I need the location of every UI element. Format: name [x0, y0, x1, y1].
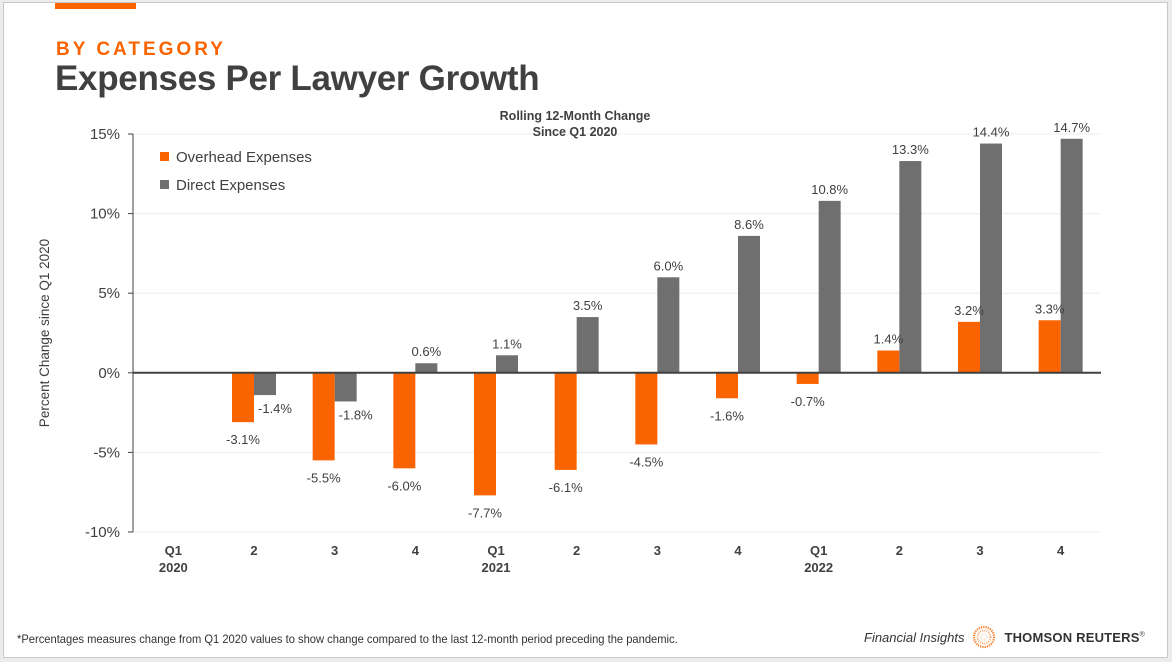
x-tick-label: 3 [331, 543, 338, 558]
x-tick-label: 4 [1057, 543, 1065, 558]
bar-overhead [232, 372, 254, 423]
x-tick-label: 2 [896, 543, 903, 558]
thomson-reuters-logo-icon [973, 625, 996, 649]
bar-overhead [393, 372, 416, 469]
chart-subtitle: Since Q1 2020 [533, 125, 618, 139]
bar-overhead [877, 350, 900, 373]
data-label-overhead: 3.3% [1035, 301, 1065, 316]
data-label-overhead: 3.2% [954, 303, 984, 318]
legend-label-overhead: Overhead Expenses [176, 149, 312, 166]
data-label-direct: -1.8% [339, 407, 373, 422]
data-label-overhead: -7.7% [468, 505, 502, 520]
data-label-overhead: -4.5% [629, 454, 663, 469]
data-label-overhead: -3.1% [226, 432, 260, 447]
data-labels: -3.1% -1.4% -5.5% -1.8% -6.0% 0.6% -7.7% 1.1% -6… [226, 120, 1091, 521]
bar-overhead [796, 372, 819, 384]
slide-title: Expenses Per Lawyer Growth [55, 59, 540, 98]
bar-overhead [474, 372, 496, 496]
x-tick-label: 3 [976, 543, 983, 558]
bars [232, 138, 1083, 496]
y-tick-label: 5% [98, 285, 120, 302]
brand-lockup: Financial Insights THOMSON REUTERS® [864, 625, 1145, 649]
bar-overhead [958, 321, 980, 373]
y-tick-label: 0% [98, 365, 120, 382]
x-tick-sublabel: 2022 [804, 560, 833, 575]
data-label-direct: 13.3% [892, 142, 929, 157]
data-label-direct: 14.7% [1053, 120, 1090, 135]
brand-name-text: THOMSON REUTERS [1004, 629, 1140, 645]
x-tick-sublabel: 2021 [482, 560, 511, 575]
y-tick-label: -10% [85, 524, 120, 541]
axes: -10% -5% 0% 5% 10% 15% Q1 2020 2 3 4 Q1 2021 2 3 4 Q1 202… [85, 126, 1101, 575]
x-tick-label: Q1 [165, 543, 182, 558]
bar-direct [1060, 138, 1083, 373]
y-axis-label: Percent Change since Q1 2020 [37, 239, 52, 427]
x-tick-label: Q1 [810, 543, 827, 558]
data-label-direct: 1.1% [492, 336, 522, 351]
bar-direct [980, 143, 1002, 373]
data-label-overhead: -1.6% [710, 408, 744, 423]
data-label-direct: 10.8% [811, 182, 848, 197]
x-tick-label: 2 [250, 543, 257, 558]
bar-overhead [716, 372, 738, 399]
data-label-overhead: 1.4% [874, 332, 904, 347]
x-tick-label: 4 [412, 543, 420, 558]
data-label-direct: 14.4% [973, 125, 1010, 140]
y-tick-label: 10% [90, 206, 120, 223]
bar-direct [334, 372, 357, 402]
legend-swatch-overhead [160, 152, 169, 161]
bar-direct [899, 161, 922, 373]
legend-item-overhead[interactable]: Overhead Expenses [160, 149, 312, 166]
data-label-direct: 8.6% [734, 217, 764, 232]
bar-direct [496, 355, 518, 373]
data-label-overhead: -6.0% [387, 478, 421, 493]
legend-item-direct[interactable]: Direct Expenses [160, 177, 285, 194]
x-tick-sublabel: 2020 [159, 560, 188, 575]
bar-direct [576, 317, 599, 373]
x-tick-label: 2 [573, 543, 580, 558]
bar-overhead [635, 372, 658, 445]
bar-direct [738, 235, 760, 373]
x-tick-label: Q1 [487, 543, 504, 558]
y-tick-label: -5% [93, 444, 120, 461]
bar-overhead [1038, 320, 1061, 373]
y-tick-label: 15% [90, 126, 120, 143]
data-label-direct: -1.4% [258, 401, 292, 416]
data-label-direct: 3.5% [573, 298, 603, 313]
bar-direct [657, 277, 680, 373]
chart-title: Rolling 12-Month Change [500, 109, 651, 123]
bar-direct [818, 200, 841, 373]
legend-swatch-direct [160, 180, 169, 189]
data-label-overhead: -0.7% [791, 394, 825, 409]
legend: Overhead Expenses Direct Expenses [160, 149, 312, 194]
brand-name: THOMSON REUTERS® [1004, 630, 1145, 645]
data-label-overhead: -6.1% [549, 480, 583, 495]
bar-direct [415, 363, 438, 373]
data-label-direct: 0.6% [412, 344, 442, 359]
brand-subtitle: Financial Insights [864, 629, 965, 645]
bar-overhead [554, 372, 577, 470]
bar-direct [254, 372, 276, 396]
registered-mark: ® [1139, 631, 1145, 639]
section-kicker: BY CATEGORY [56, 39, 226, 60]
data-label-direct: 6.0% [654, 258, 684, 273]
data-label-overhead: -5.5% [307, 470, 341, 485]
gridlines [133, 133, 1101, 533]
x-tick-label: 3 [654, 543, 661, 558]
accent-bar [55, 3, 136, 9]
legend-label-direct: Direct Expenses [176, 177, 285, 194]
bar-overhead [312, 372, 335, 461]
x-tick-label: 4 [734, 543, 742, 558]
footnote: *Percentages measures change from Q1 202… [17, 632, 678, 646]
